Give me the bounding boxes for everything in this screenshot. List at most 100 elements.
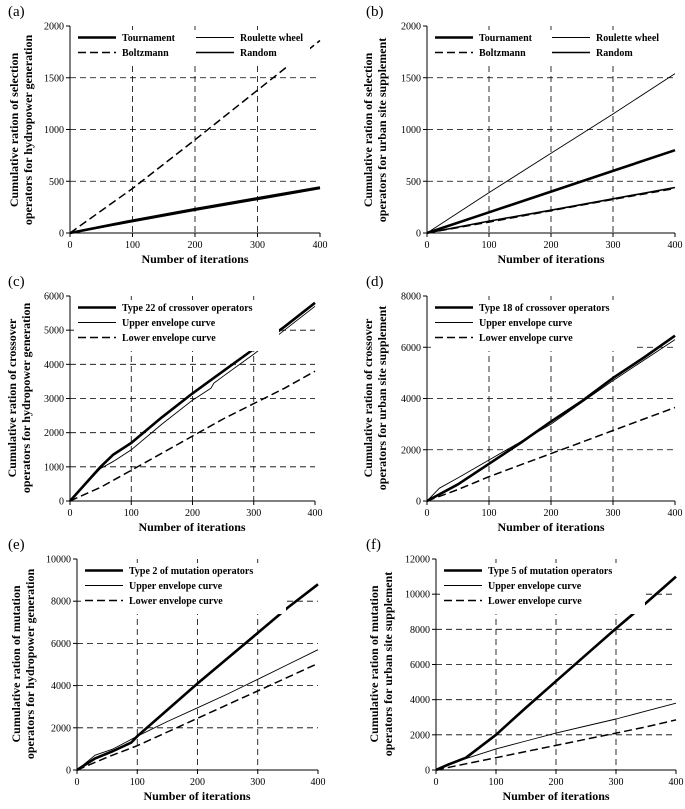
y-tick-label: 8000 (51, 597, 71, 608)
legend-entry-roulette-wheel: Roulette wheel (196, 33, 303, 44)
y-tick-label: 3000 (44, 394, 64, 405)
y-tick-label: 12000 (405, 555, 430, 566)
series-line-lower-envelope-curve (426, 406, 676, 502)
x-tick-label: 400 (311, 777, 326, 788)
y-tick-label: 6000 (401, 343, 421, 354)
legend-entry-upper-envelope-curve: Upper envelope curve (78, 318, 216, 329)
x-tick-label: 400 (669, 777, 684, 788)
y-tick-label: 6000 (51, 639, 71, 650)
legend-label: Lower envelope curve (122, 333, 216, 344)
legend-entry-random: Random (552, 48, 633, 59)
x-tick-label: 100 (130, 777, 145, 788)
x-tick-label: 300 (606, 508, 621, 519)
legend-label: Tournament (122, 33, 176, 44)
series-line-tournament (426, 148, 676, 235)
y-tick-label: 1000 (44, 125, 64, 136)
legend: Type 22 of crossover operators Upper enve… (74, 300, 279, 351)
legend-label: Upper envelope curve (479, 318, 573, 329)
x-tick-label: 400 (313, 240, 328, 251)
legend-entry-boltzmann: Boltzmann (435, 48, 526, 59)
legend-label: Random (596, 48, 633, 59)
x-tick-label: 100 (482, 508, 497, 519)
y-tick-label: 10000 (405, 590, 430, 601)
legend-label: Upper envelope curve (488, 581, 582, 592)
series-line-upper-envelope-curve (426, 339, 676, 502)
y-tick-label: 4000 (44, 360, 64, 371)
x-tick-label: 0 (425, 240, 430, 251)
x-tick-label: 300 (250, 240, 265, 251)
y-tick-label: 2000 (410, 730, 430, 741)
y-tick-label: 1000 (401, 125, 421, 136)
y-tick-label: 0 (59, 229, 64, 240)
x-tick-label: 200 (549, 777, 564, 788)
legend-label: Roulette wheel (240, 33, 303, 44)
x-axis-title: Number of iterations (497, 520, 604, 534)
y-tick-label: 2000 (401, 445, 421, 456)
x-axis-title: Number of iterations (143, 789, 250, 803)
y-axis-title: Cumulative ration of mutation operators f… (367, 572, 395, 756)
legend-label: Lower envelope curve (479, 333, 573, 344)
legend-entry-tournament: Tournament (78, 33, 176, 44)
series-line-boltzmann (69, 39, 321, 234)
legend: Tournament Roulette wheel Boltzmann Random (74, 30, 310, 66)
legend-label: Upper envelope curve (122, 318, 216, 329)
legend-entry-upper-envelope-curve: Upper envelope curve (444, 581, 582, 592)
x-tick-label: 400 (668, 508, 683, 519)
y-axis-title-line: operators for hydropower generation (19, 303, 33, 494)
legend-label: Type 22 of crossover operators (122, 303, 253, 314)
y-tick-label: 1500 (401, 73, 421, 84)
y-tick-label: 4000 (401, 394, 421, 405)
legend-label: Boltzmann (479, 48, 526, 59)
legend-label: Type 2 of mutation operators (129, 566, 253, 577)
x-tick-label: 100 (124, 508, 139, 519)
legend: Type 18 of crossover operators Upper enve… (431, 300, 636, 351)
y-tick-label: 0 (66, 766, 71, 777)
y-axis-title: Cumulative ration of crossover operators … (5, 303, 33, 494)
legend-entry-lower-envelope-curve: Lower envelope curve (78, 333, 216, 344)
y-tick-label: 2000 (44, 428, 64, 439)
panel-d: (d)0 100 200 300 40002000400060008000Number … (361, 274, 683, 534)
legend-entry-upper-envelope-curve: Upper envelope curve (85, 581, 223, 592)
y-axis-title: Cumulative ration of selection operators … (7, 35, 35, 226)
y-tick-label: 6000 (44, 292, 64, 303)
x-axis-title: Number of iterations (502, 789, 609, 803)
x-axis-title: Number of iterations (497, 252, 604, 266)
panel-label: (f) (366, 537, 381, 553)
y-tick-label: 6000 (410, 660, 430, 671)
y-axis-title-line: Cumulative ration of selection (361, 53, 375, 208)
legend-background (431, 30, 665, 66)
y-axis-title: Cumulative ration of selection operators … (361, 38, 389, 222)
y-tick-label: 0 (425, 766, 430, 777)
series-line-upper-envelope-curve (76, 649, 319, 771)
x-axis-title: Number of iterations (138, 520, 245, 534)
panel-label: (b) (366, 4, 384, 20)
legend-entry-lower-envelope-curve: Lower envelope curve (435, 333, 573, 344)
y-tick-label: 8000 (410, 625, 430, 636)
x-tick-label: 300 (606, 240, 621, 251)
y-axis-title: Cumulative ration of mutation operators f… (9, 569, 37, 760)
series-line-roulette-wheel (426, 73, 676, 234)
legend-label: Boltzmann (122, 48, 169, 59)
legend: Type 5 of mutation operators Upper envelo… (440, 563, 645, 614)
y-tick-label: 0 (416, 497, 421, 508)
x-tick-label: 400 (308, 508, 323, 519)
y-tick-label: 2000 (51, 723, 71, 734)
y-tick-label: 2000 (401, 22, 421, 33)
series-line-type-2-of-mutation-operators (76, 583, 319, 772)
legend-entry-type-2-of-mutation-operators: Type 2 of mutation operators (85, 566, 253, 577)
x-tick-label: 100 (482, 240, 497, 251)
y-tick-label: 4000 (410, 695, 430, 706)
y-tick-label: 8000 (401, 292, 421, 303)
y-axis-title-line: Cumulative ration of selection (7, 53, 21, 208)
legend-entry-type-18-of-crossover-operators: Type 18 of crossover operators (435, 303, 610, 314)
x-tick-label: 0 (434, 777, 439, 788)
panel-label: (e) (8, 537, 25, 553)
series-line-type-18-of-crossover-operators (426, 334, 676, 503)
y-axis-title-line: Cumulative ration of crossover (5, 318, 19, 477)
y-tick-label: 4000 (51, 681, 71, 692)
legend-entry-lower-envelope-curve: Lower envelope curve (85, 596, 223, 607)
y-axis-title-line: Cumulative ration of mutation (367, 585, 381, 742)
legend-label: Lower envelope curve (129, 596, 223, 607)
y-axis-title-line: Cumulative ration of crossover (361, 318, 375, 477)
